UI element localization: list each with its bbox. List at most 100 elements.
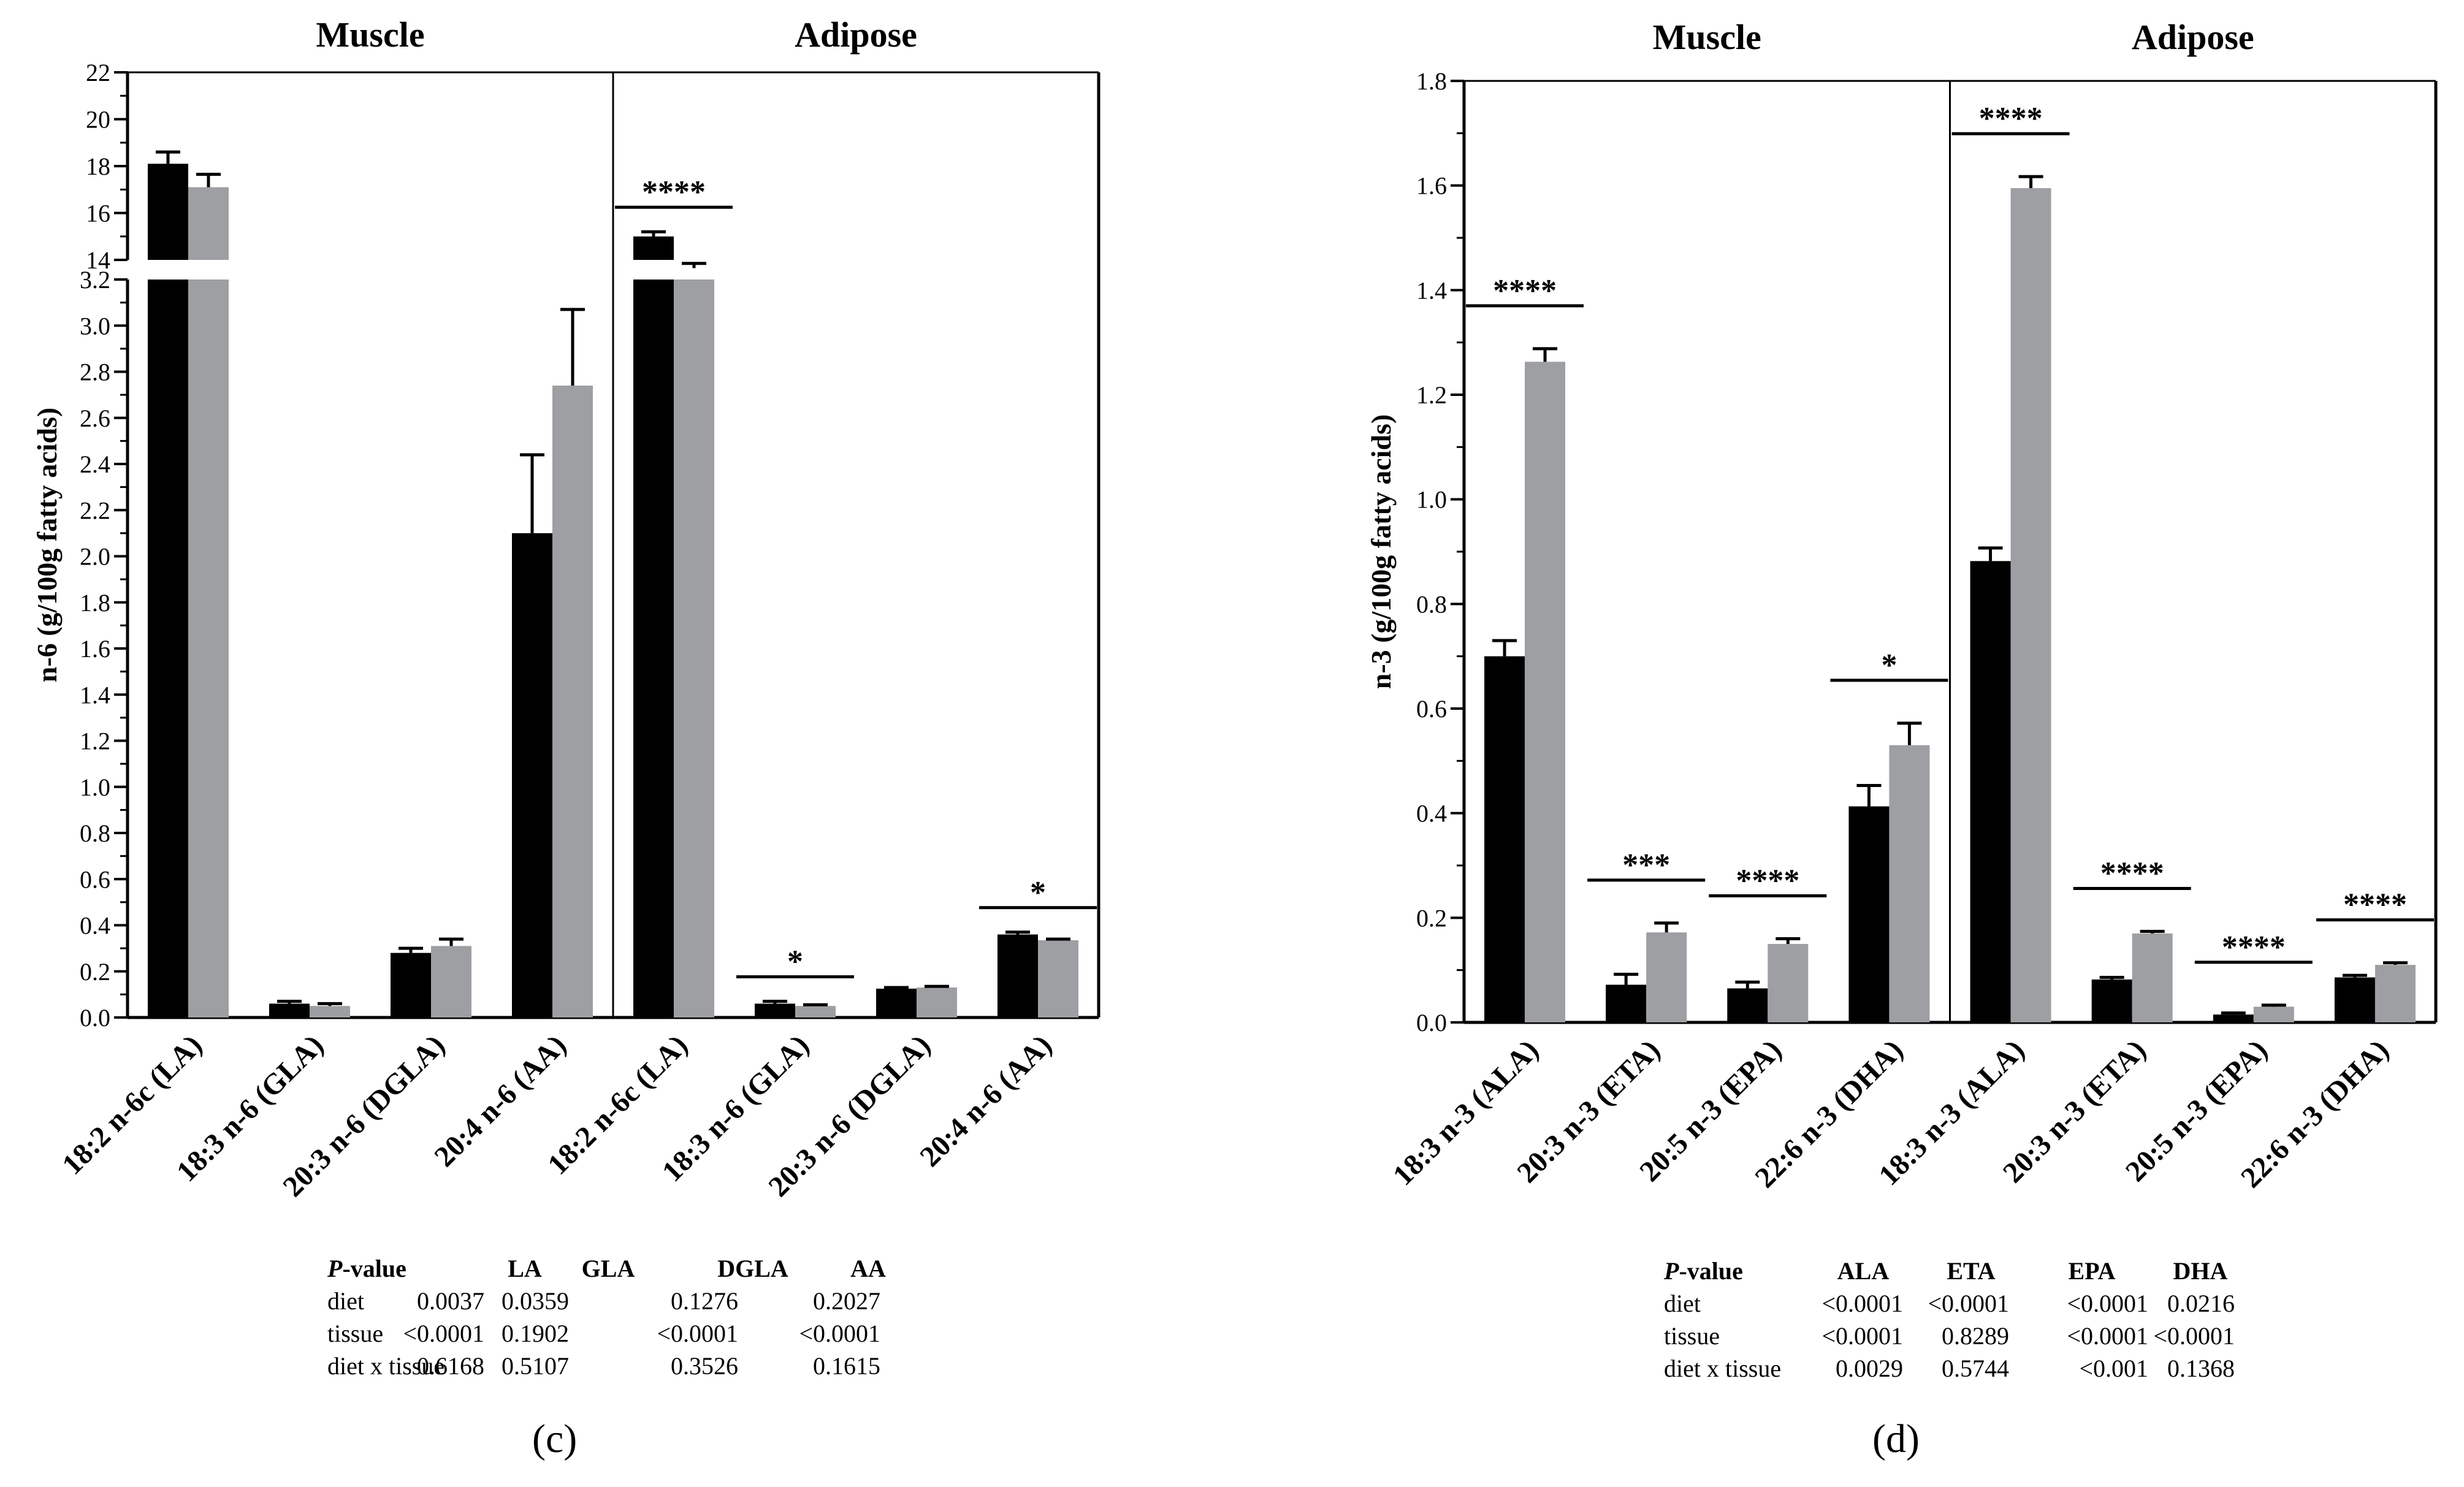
pvalue-cell: 0.5107 [502,1352,569,1380]
y-tick-label: 0.0 [80,1004,110,1032]
pvalue-col-ala: ALA [1837,1257,1890,1285]
panel-label-c: (c) [532,1417,578,1461]
bar [2374,965,2416,1022]
bar [1606,984,1647,1022]
y-axis-label: n-3 (g/100g fatty acids) [1365,414,1397,689]
pvalue-cell: <0.0001 [1821,1290,1903,1317]
section-title: Muscle [1653,17,1761,57]
pvalue-row-label: diet [327,1287,364,1315]
section-title: Adipose [795,15,917,55]
y-tick-label: 1.2 [1416,381,1447,409]
y-tick-label: 1.4 [1416,276,1447,304]
y-tick-label: 2.2 [80,496,110,524]
significance-marker: **** [2222,930,2286,965]
pvalue-row-tissue: tissue <0.0001 0.8289 <0.0001 <0.0001 [1664,1320,2277,1352]
bar [1646,932,1687,1022]
bar [2132,933,2173,1022]
y-tick-label: 0.8 [1416,590,1447,618]
bar [431,946,471,1017]
pvalue-row-label: diet [1664,1290,1701,1317]
pvalue-cell: 0.0359 [502,1287,569,1315]
significance-marker: **** [2343,888,2407,922]
y-tick-label: 2.8 [80,359,110,386]
bar [2091,979,2132,1022]
y-tick-label: 16 [86,200,110,227]
pvalue-row-label: diet x tissue [327,1352,445,1380]
pvalue-cell: 0.8289 [1942,1322,2009,1350]
section-title: Muscle [316,15,424,55]
y-tick-label: 20 [86,106,110,134]
bar [633,280,674,1017]
y-tick-label: 1.4 [80,681,110,709]
y-tick-label: 2.6 [80,405,110,432]
pvalue-cell: 0.1368 [2167,1355,2235,1382]
pvalue-col-gla: GLA [581,1255,635,1282]
y-tick-label: 0.0 [1416,1009,1447,1036]
pvalue-title: P-value [327,1255,406,1282]
pvalue-row-diet-x-tissue: diet x tissue 0.0029 0.5744 <0.001 0.136… [1664,1352,2277,1385]
bar [512,533,552,1017]
pvalue-table-c: P-value LA GLA DGLA AA diet 0.0037 0.035… [327,1252,959,1382]
y-tick-label: 3.2 [80,266,110,294]
bar [2253,1006,2294,1022]
pvalue-row-tissue: tissue <0.0001 0.1902 <0.0001 <0.0001 [327,1317,959,1350]
y-tick-label: 1.6 [80,635,110,663]
pvalue-cell: <0.0001 [403,1320,484,1347]
bar [876,988,917,1017]
pvalue-row-diet: diet 0.0037 0.0359 0.1276 0.2027 [327,1285,959,1317]
pvalue-header-row: P-value LA GLA DGLA AA [327,1252,959,1285]
y-tick-label: 1.8 [1416,67,1447,95]
y-tick-label: 18 [86,153,110,180]
pvalue-row-diet-x-tissue: diet x tissue 0.6168 0.5107 0.3526 0.161… [327,1350,959,1382]
bar [1848,806,1890,1022]
significance-marker: **** [2100,856,2164,891]
section-title: Adipose [2132,17,2254,57]
bar [1970,561,2011,1022]
y-tick-label: 0.6 [80,865,110,893]
pvalue-col-aa: AA [850,1255,886,1282]
pvalue-cell: 0.1615 [813,1352,880,1380]
significance-marker: * [1030,875,1046,910]
pvalue-cell: 0.0216 [2167,1290,2235,1317]
significance-marker: **** [1979,101,2043,136]
pvalue-cell: <0.0001 [1928,1290,2009,1317]
significance-marker: * [787,945,803,979]
pvalue-title: P-value [1664,1257,1743,1285]
pvalue-cell: 0.2027 [813,1287,880,1315]
bar [755,1003,795,1017]
y-tick-label: 0.4 [1416,800,1447,827]
bar [2213,1014,2254,1022]
y-tick-label: 0.6 [1416,695,1447,723]
y-tick-label: 1.6 [1416,172,1447,200]
bar [633,236,674,260]
bar [148,164,188,260]
bar [1484,656,1525,1022]
pvalue-cell: 0.6168 [417,1352,484,1380]
y-tick-label: 0.2 [1416,904,1447,932]
bar [1038,940,1078,1017]
significance-marker: **** [642,175,706,210]
bar [391,953,431,1017]
y-tick-label: 0.4 [80,912,110,940]
y-tick-label: 1.0 [1416,486,1447,514]
bar [674,280,714,1017]
y-tick-label: 1.8 [80,589,110,617]
pvalue-table-d: P-value ALA ETA EPA DHA diet <0.0001 <0.… [1664,1255,2277,1385]
pvalue-row-label: tissue [1664,1322,1720,1350]
y-tick-label: 22 [86,59,110,86]
pvalue-cell: <0.001 [2079,1355,2148,1382]
pvalue-cell: 0.0037 [417,1287,484,1315]
pvalue-col-dgla: DGLA [717,1255,788,1282]
y-tick-label: 3.0 [80,312,110,340]
bar [795,1006,836,1017]
pvalue-cell: 0.1902 [502,1320,569,1347]
bar [1889,745,1930,1022]
y-tick-label: 14 [86,246,110,274]
bar [552,386,593,1018]
pvalue-row-label: diet x tissue [1664,1355,1782,1382]
bar [188,280,229,1017]
y-tick-label: 1.0 [80,774,110,801]
pvalue-cell: 0.3526 [671,1352,738,1380]
